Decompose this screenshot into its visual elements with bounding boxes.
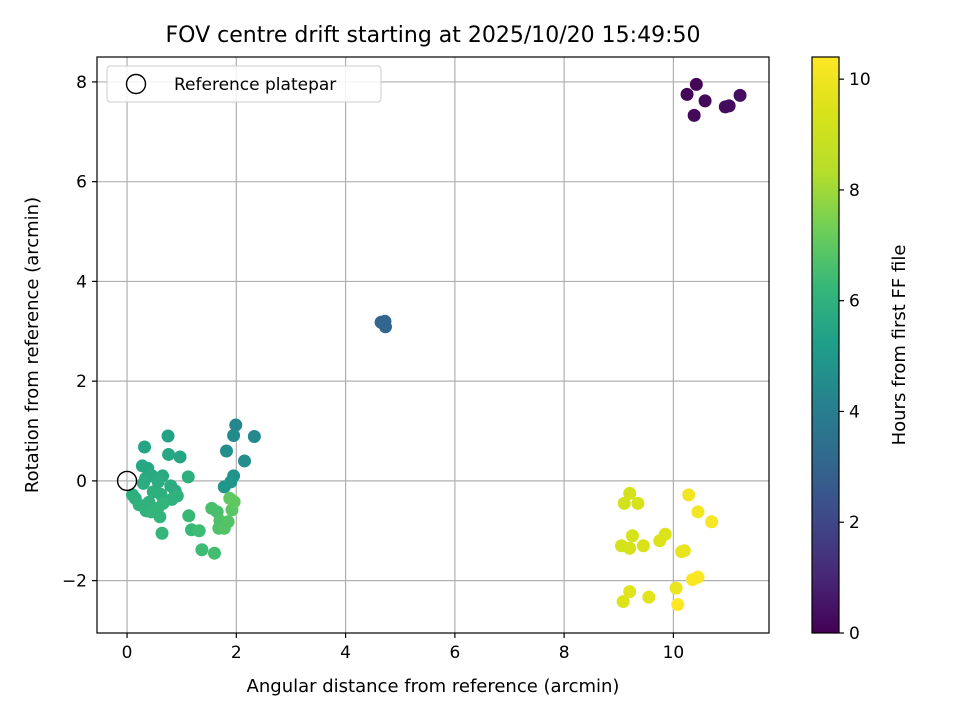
data-point bbox=[192, 524, 206, 538]
plot-area-frame bbox=[96, 56, 770, 634]
x-axis-ticks: 0 2 4 6 8 10 bbox=[122, 633, 685, 663]
data-point bbox=[221, 515, 235, 529]
data-point bbox=[155, 526, 169, 540]
data-point bbox=[153, 510, 167, 524]
y-tick-label: 8 bbox=[76, 73, 87, 93]
data-point bbox=[733, 88, 747, 102]
y-tick-label: −2 bbox=[62, 572, 87, 592]
data-point bbox=[623, 486, 637, 500]
data-point bbox=[156, 496, 170, 510]
data-point bbox=[238, 454, 252, 468]
data-point bbox=[182, 509, 196, 523]
colorbar: 0 2 4 6 8 10 Hours from first FF file bbox=[811, 56, 910, 644]
data-point bbox=[229, 418, 243, 432]
data-point bbox=[195, 543, 209, 557]
y-axis-ticks: −2 0 2 4 6 8 bbox=[62, 73, 97, 592]
data-point bbox=[623, 585, 637, 599]
colorbar-tick-label: 6 bbox=[849, 292, 860, 312]
y-tick-label: 2 bbox=[76, 372, 87, 392]
data-point bbox=[705, 515, 719, 529]
data-point bbox=[227, 495, 241, 509]
x-tick-label: 10 bbox=[663, 643, 685, 663]
data-point bbox=[217, 480, 231, 494]
data-point bbox=[671, 598, 685, 612]
data-point bbox=[691, 570, 705, 584]
data-point bbox=[677, 544, 691, 558]
data-point bbox=[378, 320, 392, 334]
colorbar-gradient bbox=[811, 56, 840, 634]
data-point bbox=[625, 529, 639, 543]
colorbar-tick-label: 4 bbox=[849, 402, 860, 422]
colorbar-tick-label: 2 bbox=[849, 513, 860, 533]
y-tick-label: 6 bbox=[76, 173, 87, 193]
chart-title: FOV centre drift starting at 2025/10/20 … bbox=[166, 23, 701, 48]
legend: Reference platepar bbox=[106, 65, 382, 103]
data-point bbox=[691, 505, 705, 519]
legend-entry-label: Reference platepar bbox=[174, 75, 336, 95]
legend-box bbox=[106, 65, 382, 103]
data-point bbox=[247, 430, 261, 444]
data-point bbox=[161, 429, 175, 443]
colorbar-tick-label: 8 bbox=[849, 181, 860, 201]
reference-platepar-marker bbox=[116, 470, 138, 492]
data-point bbox=[682, 488, 696, 502]
data-point bbox=[687, 108, 701, 122]
data-point bbox=[162, 447, 176, 461]
colorbar-label: Hours from first FF file bbox=[889, 245, 910, 446]
y-axis-label: Rotation from reference (arcmin) bbox=[22, 197, 43, 493]
data-point bbox=[207, 546, 221, 560]
data-point bbox=[623, 541, 637, 555]
data-point bbox=[181, 470, 195, 484]
y-tick-label: 4 bbox=[76, 272, 87, 292]
colorbar-ticks: 0 2 4 6 8 10 bbox=[839, 70, 871, 644]
data-point bbox=[173, 450, 187, 464]
data-point bbox=[138, 440, 152, 454]
x-tick-label: 8 bbox=[559, 643, 570, 663]
data-point bbox=[689, 77, 703, 91]
data-point bbox=[642, 590, 656, 604]
data-point bbox=[636, 539, 650, 553]
data-point bbox=[698, 94, 712, 108]
colorbar-tick-label: 10 bbox=[849, 70, 871, 90]
data-point bbox=[136, 476, 150, 490]
x-axis-label: Angular distance from reference (arcmin) bbox=[247, 676, 620, 697]
legend-marker-circle-icon bbox=[125, 73, 147, 95]
data-point bbox=[669, 581, 683, 595]
scatter-points bbox=[116, 77, 747, 612]
x-tick-label: 6 bbox=[449, 643, 460, 663]
data-point bbox=[151, 475, 165, 489]
colorbar-tick-label: 0 bbox=[849, 624, 860, 644]
y-tick-label: 0 bbox=[76, 472, 87, 492]
data-point bbox=[616, 595, 630, 609]
data-point bbox=[617, 496, 631, 510]
data-point bbox=[722, 99, 736, 113]
data-point bbox=[219, 444, 233, 458]
x-tick-label: 2 bbox=[231, 643, 242, 663]
data-point bbox=[658, 527, 672, 541]
x-tick-label: 4 bbox=[340, 643, 351, 663]
data-point bbox=[680, 87, 694, 101]
data-point bbox=[631, 496, 645, 510]
x-tick-label: 0 bbox=[122, 643, 133, 663]
data-point bbox=[227, 429, 241, 443]
